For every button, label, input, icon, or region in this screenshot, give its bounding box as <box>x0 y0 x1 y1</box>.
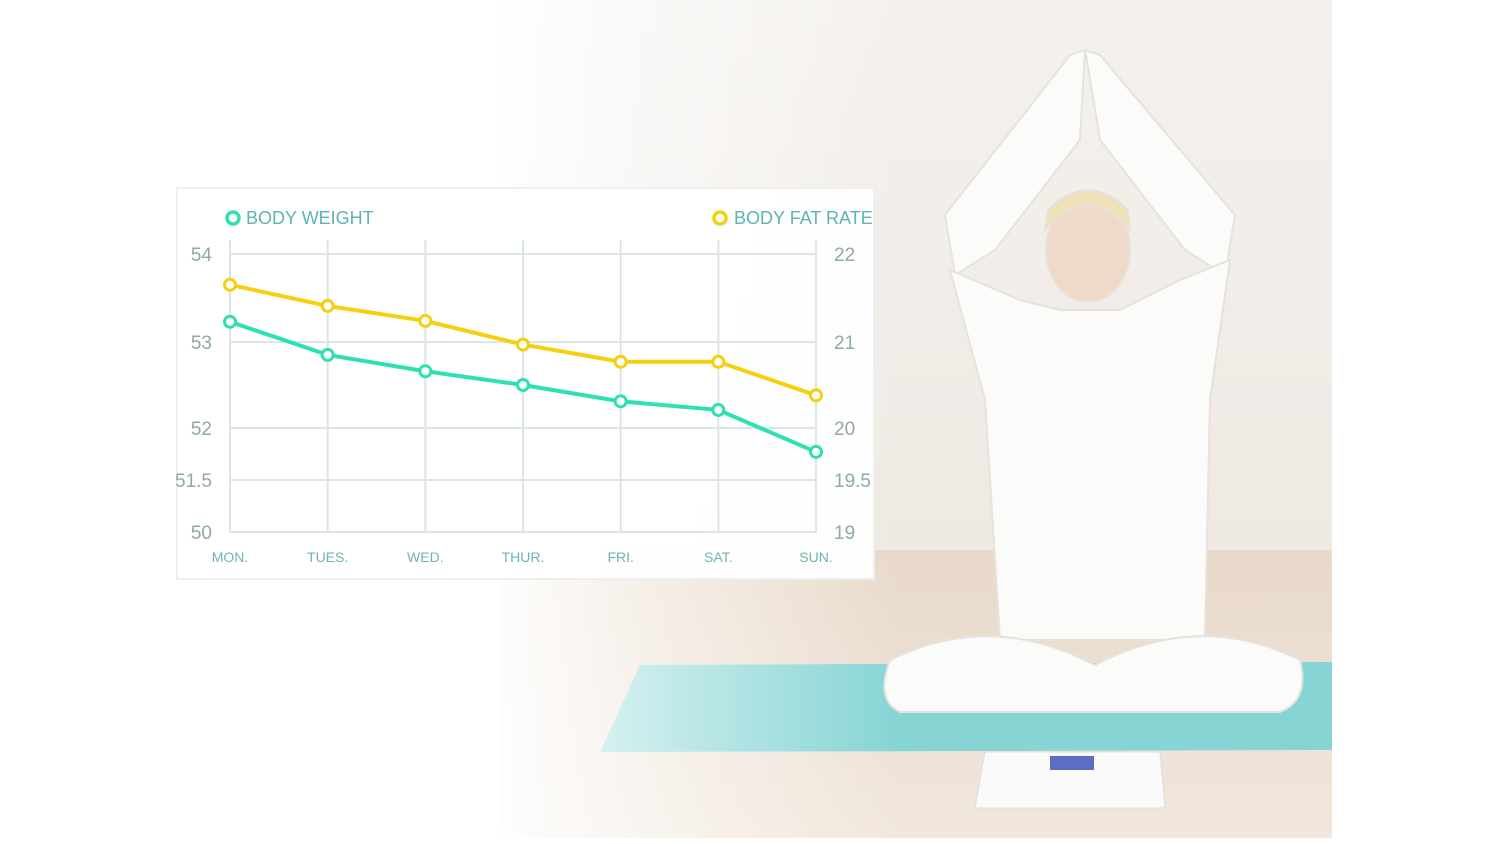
x-axis-tick: THUR. <box>502 549 545 565</box>
data-point-body-fat-rate <box>809 388 823 403</box>
data-point-body-fat-rate <box>711 354 726 369</box>
x-axis-tick: SUN. <box>799 549 832 565</box>
data-point-body-weight <box>418 364 433 379</box>
left-axis-tick: 50 <box>191 523 212 544</box>
left-axis-tick: 54 <box>191 245 213 266</box>
woman-figure <box>883 48 1304 713</box>
right-axis-tick: 19 <box>834 523 855 544</box>
data-point-body-weight <box>613 394 628 409</box>
x-axis-tick: MON. <box>212 549 249 565</box>
right-axis-tick: 22 <box>834 245 855 266</box>
data-point-body-fat-rate <box>223 277 237 292</box>
data-point-body-fat-rate <box>613 354 628 369</box>
smart-scale <box>974 751 1166 809</box>
legend-marker-body-fat-rate <box>712 210 728 226</box>
data-point-body-fat-rate <box>320 298 335 313</box>
data-point-body-weight <box>711 402 726 417</box>
data-point-body-weight <box>516 378 530 392</box>
data-point-body-weight <box>223 314 237 329</box>
data-point-body-fat-rate <box>516 337 530 352</box>
data-point-body-fat-rate <box>418 313 433 328</box>
data-point-body-weight <box>809 444 823 459</box>
right-axis-tick: 20 <box>834 419 855 440</box>
legend-body-fat-rate: BODY FAT RATE <box>734 208 873 228</box>
left-axis-tick: 51.5 <box>175 471 212 492</box>
x-axis-tick: SAT. <box>704 549 733 565</box>
left-axis-tick: 53 <box>191 333 212 354</box>
x-axis-tick: WED. <box>407 549 444 565</box>
scale-display <box>1050 756 1094 770</box>
legend-body-weight: BODY WEIGHT <box>246 208 374 228</box>
right-axis-tick: 21 <box>834 333 855 354</box>
x-axis-tick: FRI. <box>607 549 633 565</box>
left-axis-tick: 52 <box>191 419 212 440</box>
legend-marker-body-weight <box>225 210 241 226</box>
data-point-body-weight <box>320 347 335 362</box>
right-axis-tick: 19.5 <box>834 471 871 492</box>
x-axis-tick: TUES. <box>307 549 348 565</box>
